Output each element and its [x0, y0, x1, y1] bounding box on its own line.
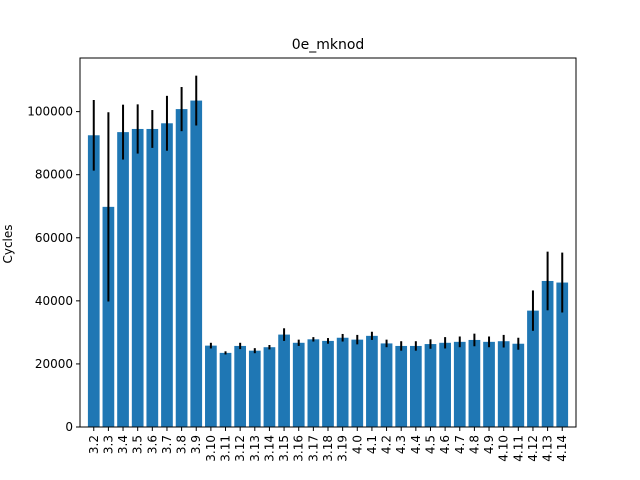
x-tick-label: 3.12 [233, 435, 247, 462]
bar-3.13 [248, 350, 261, 427]
x-tick-label: 4.13 [541, 435, 555, 462]
bar-3.17 [307, 339, 320, 427]
bar-4.6 [439, 342, 451, 427]
bar-3.6 [146, 128, 159, 427]
bar-4.9 [483, 341, 495, 427]
x-tick-label: 3.6 [145, 435, 159, 454]
x-tick-label: 3.2 [87, 435, 101, 454]
x-tick-label: 3.19 [336, 435, 350, 462]
bar-4.0 [351, 339, 364, 427]
y-tick-label: 20000 [35, 357, 73, 371]
bar-4.3 [395, 345, 408, 427]
x-tick-label: 3.10 [204, 435, 218, 462]
bar-4.14 [556, 282, 569, 427]
x-tick-label: 3.16 [292, 435, 306, 462]
bar-3.19 [336, 337, 349, 427]
x-tick-label: 3.9 [189, 435, 203, 454]
bar-3.3 [102, 206, 115, 427]
bar-3.9 [190, 100, 203, 428]
y-axis: 0 20000 40000 60000 80000 100000 [27, 105, 80, 434]
bar-3.15 [278, 334, 290, 427]
bar-3.8 [175, 109, 188, 427]
y-tick-label: 80000 [35, 168, 73, 182]
x-tick-label: 4.0 [350, 435, 364, 454]
y-tick-label: 100000 [27, 105, 73, 119]
y-tick-label: 40000 [35, 294, 73, 308]
bar-3.16 [292, 342, 305, 427]
bar-3.11 [219, 352, 232, 427]
bar-4.12 [527, 310, 539, 427]
x-tick-label: 3.4 [116, 435, 130, 454]
bar-4.8 [468, 339, 481, 427]
y-tick-label: 60000 [35, 231, 73, 245]
plot-frame [79, 57, 577, 428]
x-tick-label: 4.7 [453, 435, 467, 454]
x-tick-label: 4.4 [409, 435, 423, 454]
bar-4.1 [366, 335, 378, 427]
x-tick-label: 3.14 [262, 435, 276, 462]
bar-4.10 [497, 341, 510, 427]
bar-3.4 [117, 132, 129, 427]
x-tick-label: 3.3 [101, 435, 115, 454]
x-tick-label: 4.10 [497, 435, 511, 462]
bars-group [87, 100, 569, 428]
x-tick-label: 3.15 [277, 435, 291, 462]
x-tick-label: 3.8 [175, 435, 189, 454]
bar-3.12 [234, 345, 247, 427]
x-tick-label: 4.9 [482, 435, 496, 454]
x-tick-label: 4.3 [394, 435, 408, 454]
bar-3.5 [131, 128, 144, 427]
x-tick-label: 3.7 [160, 435, 174, 454]
bar-4.11 [512, 343, 525, 427]
x-tick-label: 4.8 [467, 435, 481, 454]
y-axis-label: Cycles [1, 224, 15, 263]
bar-3.7 [161, 123, 173, 428]
y-tick-label: 0 [65, 420, 73, 434]
x-tick-label: 4.12 [526, 435, 540, 462]
bar-4.5 [424, 344, 437, 427]
bar-3.14 [263, 347, 276, 427]
x-tick-label: 3.5 [131, 435, 145, 454]
bar-4.7 [453, 341, 466, 427]
x-axis: 3.2 3.3 3.4 3.5 3.6 3.7 3.8 3.9 3.10 3.11 3.12 3.13… [87, 427, 569, 462]
x-tick-label: 4.1 [365, 435, 379, 454]
chart-title: 0e_mknod [292, 37, 365, 53]
x-tick-label: 4.5 [423, 435, 437, 454]
error-bars-group [92, 75, 564, 355]
bar-4.2 [380, 343, 393, 427]
bar-3.18 [322, 340, 334, 427]
x-tick-label: 3.18 [321, 435, 335, 462]
x-tick-label: 3.13 [248, 435, 262, 462]
bar-3.10 [205, 345, 217, 427]
x-tick-label: 4.6 [438, 435, 452, 454]
bar-4.4 [409, 345, 422, 427]
x-tick-label: 4.14 [555, 435, 569, 462]
x-tick-label: 4.2 [380, 435, 394, 454]
x-tick-label: 4.11 [511, 435, 525, 462]
bar-3.2 [87, 135, 100, 427]
x-tick-label: 3.17 [306, 435, 320, 462]
x-tick-label: 3.11 [219, 435, 233, 462]
bar-4.13 [541, 280, 554, 427]
